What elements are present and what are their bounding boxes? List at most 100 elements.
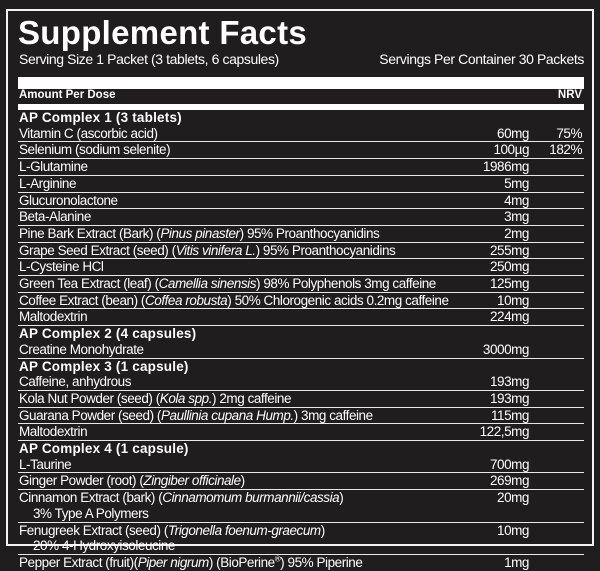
ingredient-name: Selenium (sodium selenite) [19, 142, 171, 157]
supplement-facts-panel: Supplement Facts Serving Size 1 Packet (… [6, 9, 594, 570]
table-row: Grape Seed Extract (seed) (Vitis vinifer… [18, 243, 584, 260]
ingredient-name: L-Arginine [19, 176, 76, 191]
name-part: ) 95% Proanthocyanidins [239, 225, 380, 241]
ingredient-name: Coffee Extract (bean) (Coffea robusta) 5… [19, 293, 449, 308]
ingredient-name: Ginger Powder (root) (Zingiber officinal… [19, 473, 245, 488]
table-row: Fenugreek Extract (seed) (Trigonella foe… [18, 523, 584, 555]
ingredient-name: Beta-Alanine [19, 209, 91, 224]
table-row: L-Glutamine 1986mg [18, 159, 584, 176]
table-row: L-Arginine 5mg [18, 176, 584, 193]
ingredient-amount: 115mg [490, 407, 529, 423]
ingredient-amount: 2mg [504, 225, 529, 241]
ingredient-table: AP Complex 1 (3 tablets) Vitamin C (ascor… [18, 110, 584, 571]
ingredient-amount: 255mg [489, 242, 529, 258]
ingredient-name: Creatine Monohydrate [19, 342, 144, 357]
ingredient-amount: 3mg [504, 209, 529, 225]
ingredient-amount: 20mg [497, 490, 529, 506]
ingredient-amount: 10mg [497, 292, 529, 308]
latin-name: Trigonella foenum-graecum [167, 522, 321, 538]
ingredient-amount: 269mg [489, 473, 529, 489]
ingredient-name: L-Cysteine HCl [19, 259, 104, 275]
table-row: Pepper Extract (fruit)(Piper nigrum) (Bi… [18, 555, 584, 571]
latin-name: Coffea robusta [144, 292, 228, 308]
ingredient-amount: 60mg [497, 125, 529, 141]
ingredient-name: Glucuronolactone [19, 193, 118, 208]
divider-thick [18, 77, 584, 89]
ingredient-name: Green Tea Extract (leaf) (Camellia sinen… [19, 276, 436, 291]
name-part: Kola Nut Powder (seed) ( [19, 390, 160, 406]
serving-size: Serving Size 1 Packet (3 tablets, 6 caps… [19, 51, 279, 67]
ingredient-name: Maltodextrin [19, 309, 88, 324]
ingredient-amount: 224mg [489, 309, 529, 325]
latin-name: Pinus pinaster [160, 225, 240, 241]
ingredient-amount: 122,5mg [479, 424, 530, 440]
ingredient-name: L-Taurine [19, 456, 72, 472]
table-row: Ginger Powder (root) (Zingiber officinal… [18, 473, 584, 491]
name-part: Coffee Extract (bean) ( [19, 292, 145, 308]
amount-per-dose-header: Amount Per Dose [19, 89, 116, 101]
name-part: ) 95% Proanthocyanidins [255, 242, 396, 258]
table-row: Creatine Monohydrate 3000mg [18, 342, 584, 359]
name-part: L-Cysteine HCl [19, 259, 104, 275]
table-row: Beta-Alanine 3mg [18, 209, 584, 226]
name-part: ) [240, 473, 246, 489]
section-header: AP Complex 2 (4 capsules) [19, 326, 197, 342]
latin-name: Camellia sinensis [158, 276, 257, 292]
ingredient-amount: 193mg [489, 390, 529, 406]
ingredient-name: Caffeine, anhydrous [19, 374, 131, 389]
table-row: Green Tea Extract (leaf) (Camellia sinen… [18, 276, 584, 293]
name-part: ) 2mg caffeine [212, 390, 292, 406]
ingredient-name: Pepper Extract (fruit)(Piper nigrum) (Bi… [19, 554, 363, 570]
latin-name: Vitis vinifera L. [175, 242, 256, 258]
name-part: Maltodextrin [19, 424, 88, 440]
ingredient-name: Pine Bark Extract (Bark) (Pinus pinaster… [19, 225, 380, 241]
ingredient-subtext: 3% Type A Polymers [33, 505, 149, 521]
table-row: Maltodextrin 224mg [18, 309, 584, 327]
table-row: L-Taurine 700mg [18, 457, 584, 474]
name-part: ) [339, 490, 344, 506]
name-part: ) (BioPerine [208, 554, 275, 570]
name-part: Guarana Powder (seed) ( [19, 407, 161, 423]
table-row: L-Cysteine HCl 250mg [18, 259, 584, 277]
ingredient-name: Fenugreek Extract (seed) (Trigonella foe… [19, 523, 325, 538]
ingredient-subtext: 20% 4-Hydroxyisoleucine [33, 538, 175, 554]
name-part: Cinnamon Extract (bark) ( [19, 490, 163, 506]
table-row: Maltodextrin 122,5mg [18, 424, 584, 442]
latin-name: Zingiber officinale [143, 473, 241, 489]
name-part: Green Tea Extract (leaf) ( [19, 276, 159, 292]
name-part: Vitamin C (ascorbic acid) [19, 125, 158, 141]
ingredient-amount: 3000mg [482, 341, 530, 357]
table-row: Kola Nut Powder (seed) (Kola spp.) 2mg c… [18, 391, 584, 408]
name-part: Caffeine, anhydrous [19, 374, 132, 390]
name-part: L-Glutamine [19, 159, 88, 175]
name-part: ) 98% Polyphenols 3mg caffeine [256, 276, 436, 292]
name-part: ) [320, 522, 326, 538]
table-row: Cinnamon Extract (bark) (Cinnamomum burm… [18, 490, 584, 523]
name-part: Fenugreek Extract (seed) ( [19, 522, 168, 538]
table-row: Coffee Extract (bean) (Coffea robusta) 5… [18, 293, 584, 310]
ingredient-amount: 250mg [489, 259, 529, 275]
ingredient-amount: 10mg [497, 522, 529, 538]
name-part: L-Arginine [19, 175, 77, 191]
table-row: Guarana Powder (seed) (Paullinia cupana … [18, 408, 584, 425]
page-title: Supplement Facts [18, 14, 308, 51]
section-header: AP Complex 4 (1 capsule) [19, 441, 189, 457]
table-row: Caffeine, anhydrous 193mg [18, 374, 584, 391]
ingredient-name: Cinnamon Extract (bark) (Cinnamomum burm… [19, 490, 344, 506]
servings-per-container: Servings Per Container 30 Packets [379, 51, 584, 67]
name-part: Beta-Alanine [19, 209, 91, 225]
name-part: ) 95% Piperine [280, 554, 363, 570]
nrv-header: NRV [557, 89, 582, 101]
table-row: Glucuronolactone 4mg [18, 193, 584, 210]
name-part: Ginger Powder (root) ( [19, 473, 144, 489]
ingredient-amount: 1986mg [482, 159, 530, 175]
ingredient-name: Guarana Powder (seed) (Paullinia cupana … [19, 408, 373, 423]
table-row: Vitamin C (ascorbic acid) 60mg 75% [18, 126, 584, 143]
ingredient-name: Kola Nut Powder (seed) (Kola spp.) 2mg c… [19, 391, 291, 406]
name-part: L-Taurine [19, 456, 72, 472]
name-part: Pepper Extract (fruit)( [19, 554, 138, 570]
ingredient-name: Maltodextrin [19, 424, 88, 440]
divider-thin [18, 104, 584, 110]
ingredient-amount: 193mg [489, 374, 529, 390]
section-header: AP Complex 3 (1 capsule) [19, 358, 189, 374]
